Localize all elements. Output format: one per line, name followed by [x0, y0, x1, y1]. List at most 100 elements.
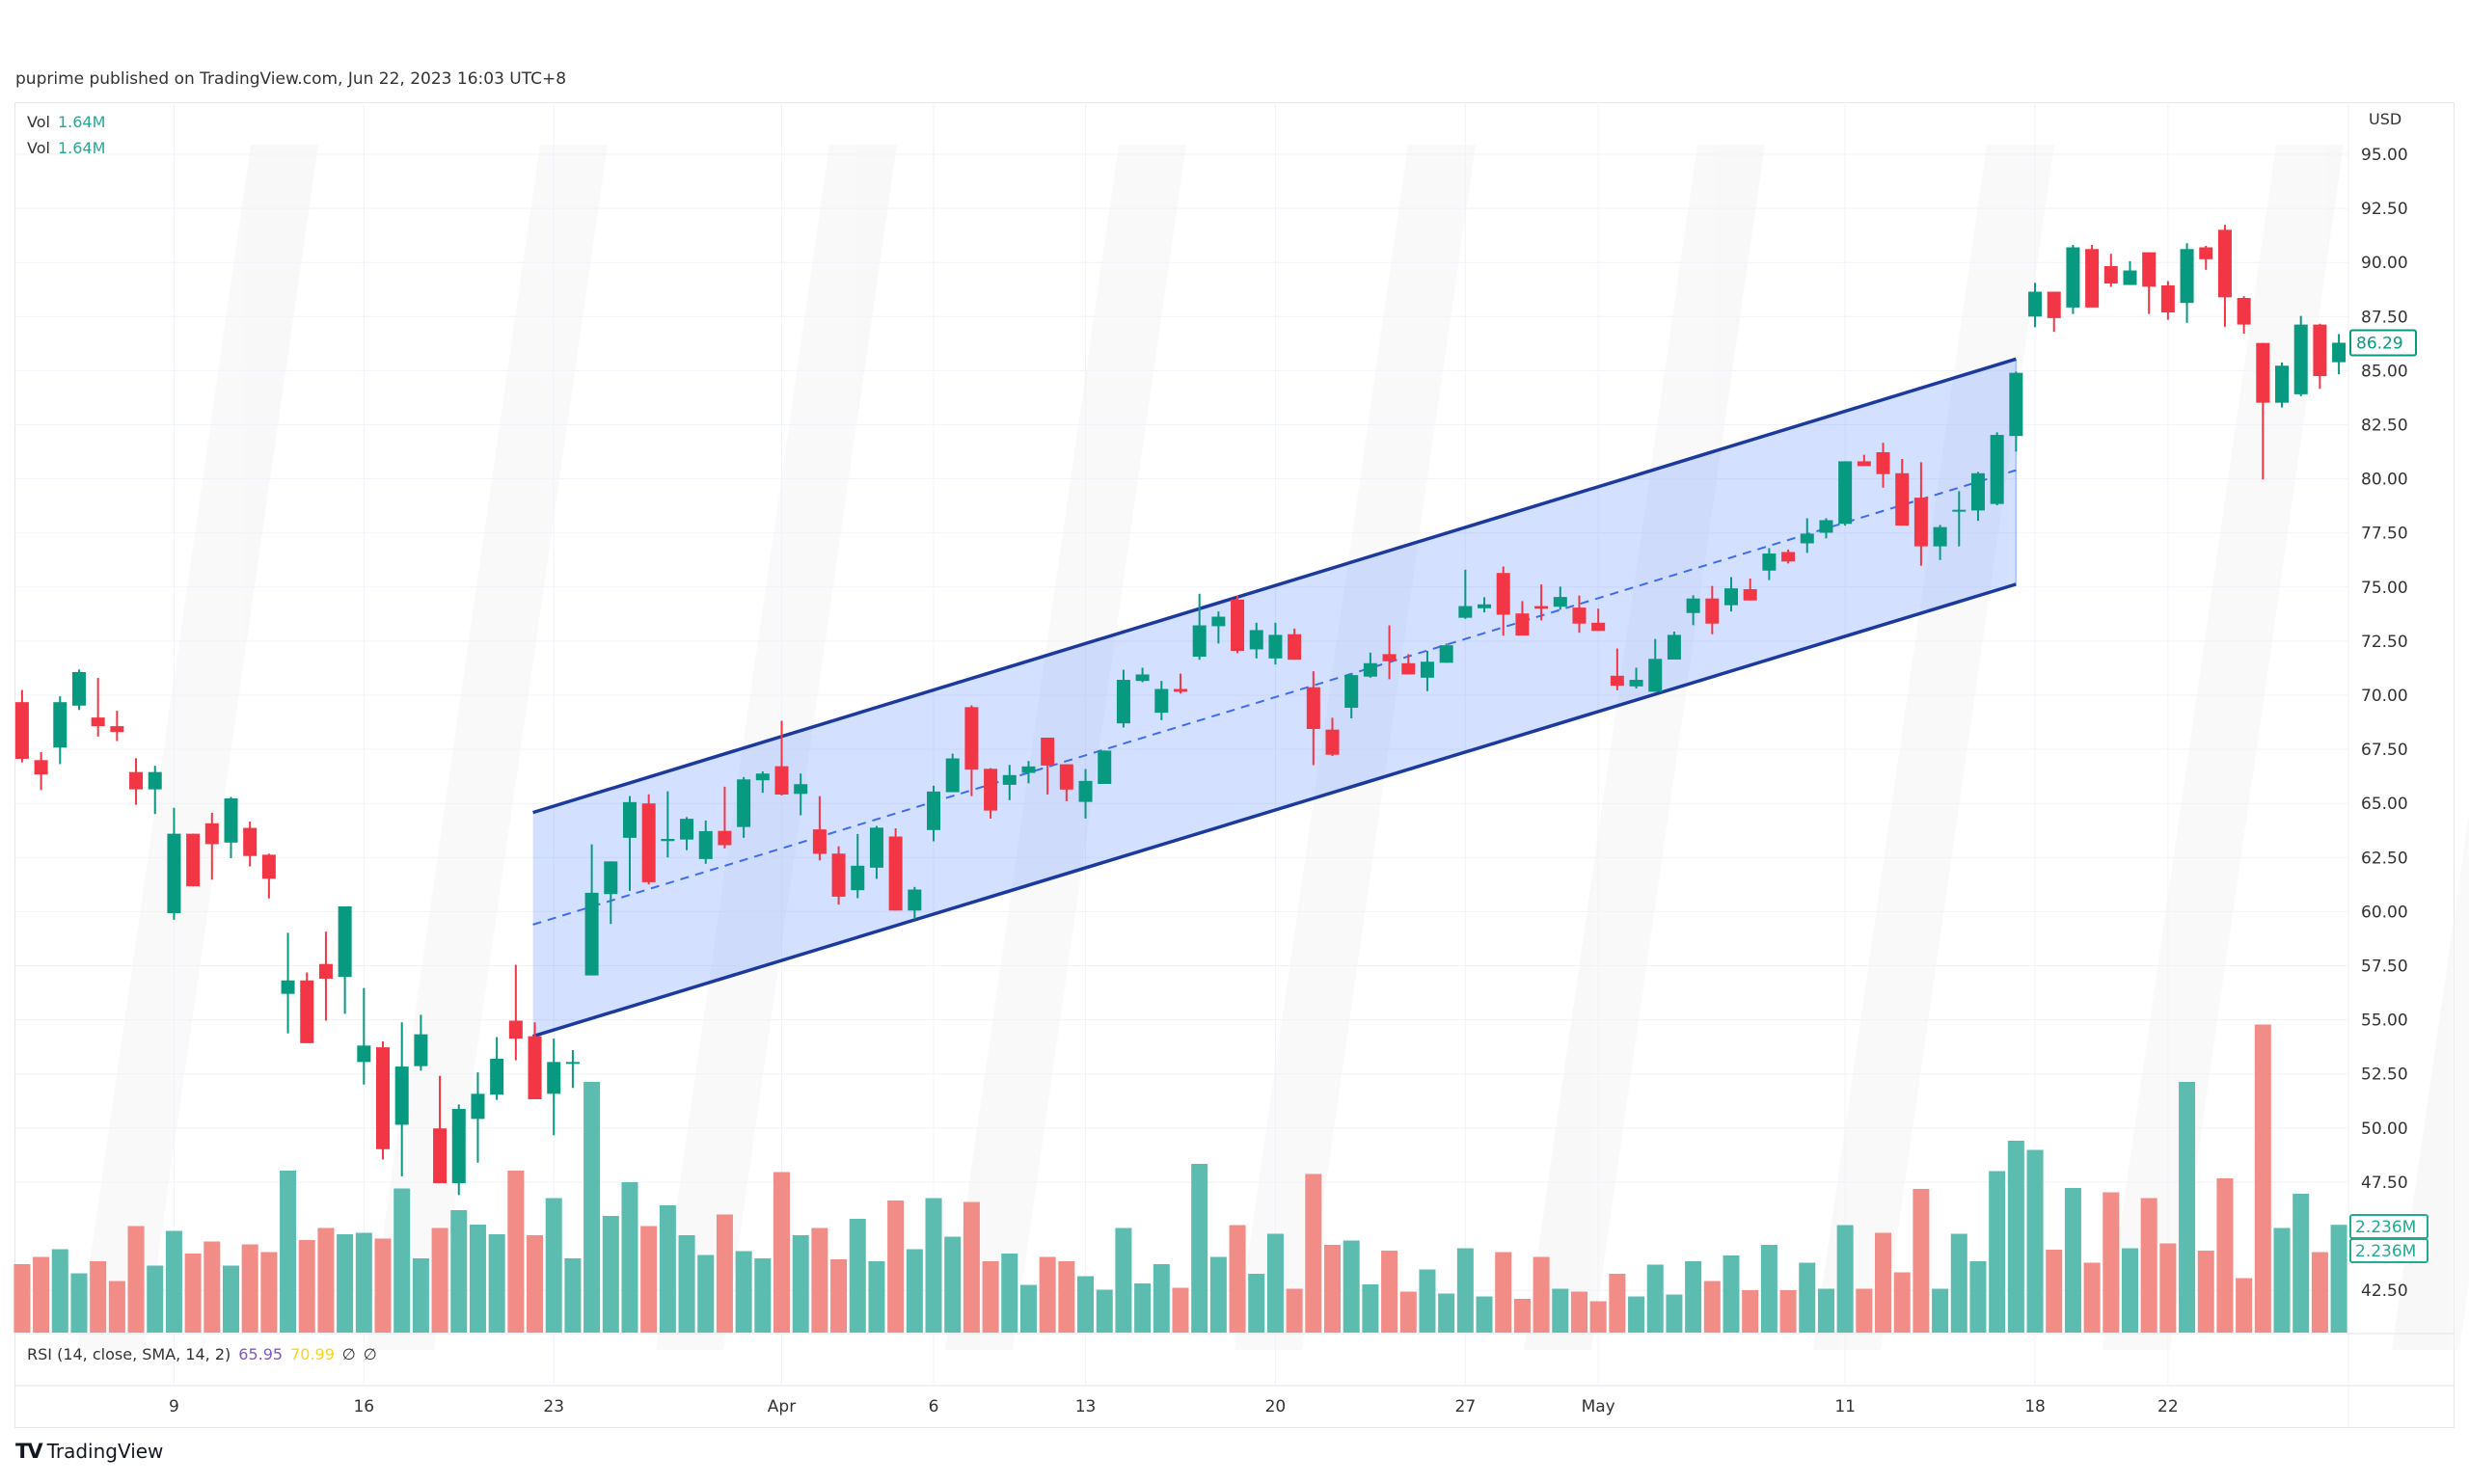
candle-body [1705, 598, 1720, 624]
candle [204, 812, 219, 880]
candle-body [110, 726, 124, 733]
candle [622, 796, 637, 891]
candle-body [1534, 606, 1549, 609]
candle-body [186, 833, 201, 887]
price-tick-label: 72.50 [2361, 633, 2408, 652]
candle [338, 906, 352, 1014]
candle [14, 689, 29, 763]
volume-bar [90, 1261, 107, 1333]
candle-body [1249, 630, 1263, 650]
candle [641, 794, 656, 885]
watermark [77, 145, 2469, 1350]
rsi-value: 65.95 [238, 1345, 284, 1363]
candle-body [300, 980, 314, 1043]
time-tick-label: 18 [2024, 1397, 2046, 1417]
tradingview-logo[interactable]: TV TradingView [15, 1440, 163, 1463]
candle [1553, 586, 1567, 610]
candle [281, 932, 295, 1034]
price-tick-label: 92.50 [2361, 200, 2408, 219]
time-tick-label: 16 [353, 1397, 374, 1417]
candle [1857, 454, 1871, 467]
channel-lower-line[interactable] [532, 582, 2017, 1039]
volume-bar [2293, 1194, 2310, 1333]
candle-body [2275, 365, 2290, 403]
candle-body [1496, 573, 1510, 615]
volume-bar [1799, 1262, 1816, 1333]
candle [945, 753, 960, 793]
candle-body [1895, 472, 1910, 526]
time-tick-label: 20 [1265, 1397, 1287, 1417]
candle [1098, 750, 1112, 785]
volume-bar [14, 1264, 31, 1333]
candle [718, 786, 732, 849]
candle-body [2123, 270, 2137, 285]
candle [528, 1022, 542, 1099]
volume-bar [1589, 1301, 1607, 1333]
volume-bar [337, 1234, 354, 1333]
candle [376, 1041, 391, 1160]
volume-bar [260, 1252, 278, 1333]
channel-middle-line[interactable] [532, 469, 2017, 926]
candle [2160, 281, 2175, 320]
candle [831, 846, 846, 905]
candle-body [1876, 451, 1890, 474]
candle-body [945, 758, 960, 793]
volume-bar [2254, 1024, 2271, 1333]
last-price-label: 86.29 [2356, 334, 2403, 353]
candle [2332, 334, 2347, 375]
candle [53, 696, 68, 765]
candle-body [1325, 729, 1340, 755]
rsi-legend[interactable]: RSI (14, close, SMA, 14, 2) 65.95 70.99 ∅ ∅ [27, 1345, 385, 1363]
candle [869, 825, 883, 879]
candle-body [869, 827, 883, 868]
volume-bar [849, 1219, 866, 1333]
volume-legend[interactable]: Vol 1.64M [27, 113, 105, 131]
candle-body [1819, 520, 1833, 533]
volume-bar [2330, 1225, 2347, 1333]
candle [110, 711, 124, 742]
candle [1990, 432, 2004, 505]
candle-body [1458, 606, 1473, 618]
volume-legend[interactable]: Vol 1.64M [27, 139, 105, 157]
candle-body [2237, 298, 2251, 325]
candle [1913, 462, 1928, 566]
volume-bar [564, 1258, 582, 1333]
time-tick-label: 11 [1834, 1397, 1856, 1417]
candle [927, 785, 941, 842]
volume-bar [868, 1261, 885, 1333]
currency-label[interactable]: USD [2369, 110, 2402, 128]
candle [1629, 667, 1643, 689]
tradingview-logo-text: TradingView [46, 1440, 164, 1463]
volume-bar [1153, 1264, 1170, 1333]
volume-bar [2179, 1082, 2196, 1333]
candle-body [1098, 750, 1112, 785]
volume-bar [469, 1225, 486, 1333]
volume-bar [1703, 1281, 1721, 1333]
candle-body [338, 906, 352, 978]
candle [1724, 577, 1738, 612]
candle [243, 822, 258, 867]
candle-body [1762, 553, 1777, 571]
candle [451, 1104, 466, 1196]
channel-upper-line[interactable] [532, 357, 2017, 815]
candle [2313, 323, 2327, 390]
candle [148, 766, 162, 815]
candle [1306, 671, 1320, 766]
candle-body [53, 702, 68, 748]
price-tick-label: 82.50 [2361, 417, 2408, 436]
candle-body [1952, 509, 1967, 512]
candle-body [508, 1020, 523, 1039]
candle-body [1857, 461, 1871, 467]
volume-bar [1666, 1294, 1683, 1333]
volume-bar [1760, 1245, 1777, 1333]
time-tick-label: 13 [1075, 1397, 1097, 1417]
candle [984, 768, 998, 819]
volume-bar [51, 1249, 68, 1333]
volume-series [14, 1024, 2347, 1333]
volume-legend-value: 1.64M [57, 139, 106, 157]
volume-bar [488, 1234, 505, 1333]
candle [1515, 601, 1530, 636]
candle [1135, 667, 1150, 683]
volume-bar [2197, 1251, 2214, 1333]
